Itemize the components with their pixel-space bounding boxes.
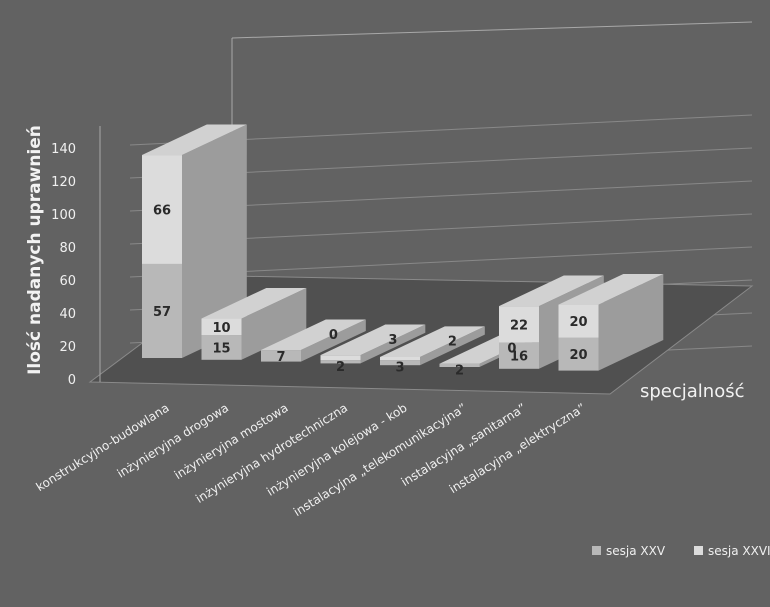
value-label-series1: 2 (455, 364, 464, 379)
bar-segment-series1 (320, 360, 361, 364)
value-label-series2: 0 (507, 341, 516, 356)
bar-stack (558, 274, 664, 371)
y-tick-label: 100 (51, 208, 76, 223)
value-label-series2: 10 (212, 321, 230, 336)
bar-side (598, 274, 664, 371)
y-tick-label: 0 (68, 373, 76, 388)
bar-segment-series1 (261, 350, 301, 362)
bar-top (499, 275, 604, 307)
value-label-series2: 22 (510, 318, 528, 333)
bar-segment-series2 (201, 318, 242, 336)
bar-segment-series2 (320, 355, 361, 361)
y-tick-label: 120 (51, 175, 76, 190)
bar-stack (201, 287, 307, 360)
bar-side (420, 326, 485, 366)
bar-stack (380, 326, 485, 366)
legend-label: sesja XXVI (708, 544, 770, 558)
bar-stack (320, 324, 426, 364)
y-axis-title: Ilość nadanych uprawnień (25, 125, 45, 375)
axes: 0 20 40 60 80 100 120 140 (51, 126, 101, 388)
bar-top (558, 274, 664, 305)
value-label-series1: 7 (276, 350, 285, 365)
bar-segment-series2 (142, 155, 182, 264)
value-label-series1: 16 (510, 350, 528, 365)
y-tick-label: 60 (59, 274, 76, 289)
bar-top (380, 326, 485, 357)
legend-label: sesja XXV (606, 544, 666, 558)
y-tick-label: 20 (59, 340, 76, 355)
bar-side (360, 324, 426, 364)
bar-top (201, 287, 307, 319)
y-tick-label: 40 (59, 307, 76, 322)
bar-segment-series1 (380, 360, 420, 366)
bar-segment-series1 (142, 263, 182, 358)
bar-top (320, 324, 426, 356)
legend-swatch (592, 546, 601, 555)
value-label-series2: 66 (153, 204, 171, 219)
y-tick-label: 140 (51, 142, 76, 157)
bar-side (182, 124, 247, 358)
bar-segment-series1 (201, 335, 242, 360)
bar-side (301, 319, 366, 362)
value-label-series1: 2 (336, 360, 345, 375)
value-label-series1: 3 (395, 360, 404, 375)
value-label-series2: 2 (448, 335, 457, 350)
bar-segment-series2 (380, 356, 420, 361)
bar-top (261, 319, 366, 351)
back-wall-edge (231, 21, 753, 39)
bars (142, 124, 664, 371)
value-label-series1: 20 (569, 348, 587, 363)
bar-stack (261, 319, 366, 362)
bar-segment-series1 (439, 363, 480, 367)
bar-segment-series2 (558, 304, 599, 338)
value-label-series2: 20 (569, 315, 587, 330)
value-label-series2: 0 (329, 328, 338, 343)
legend-swatch (694, 546, 703, 555)
bar-side (241, 287, 307, 360)
legend: sesja XXV sesja XXVI (592, 544, 770, 558)
value-label-series1: 57 (153, 305, 171, 320)
bar-stack (142, 124, 247, 358)
bar-segment-series1 (558, 337, 599, 371)
value-label-series2: 3 (388, 333, 397, 348)
bar-top (142, 124, 247, 156)
bar-segment-series2 (499, 306, 539, 343)
value-label-series1: 15 (212, 341, 230, 356)
x-axis-title: specjalność (640, 381, 745, 402)
bar-segment-series1 (499, 342, 539, 369)
y-tick-label: 80 (59, 241, 76, 256)
